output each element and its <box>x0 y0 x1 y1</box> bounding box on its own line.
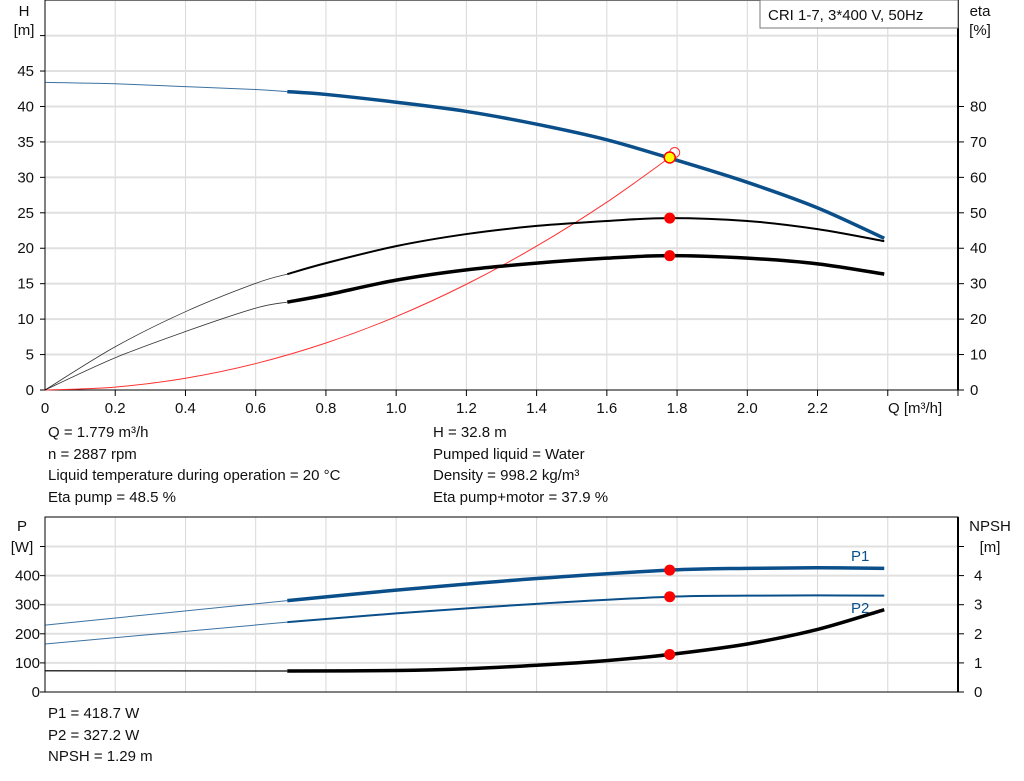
npsh-axis-unit: [m] <box>980 539 1001 556</box>
p1-point <box>664 564 676 576</box>
npsh-curve <box>287 607 885 673</box>
p2-curve <box>287 594 885 624</box>
x-tick-label: 0 <box>41 400 49 417</box>
y-left-tick-label: 30 <box>17 169 34 186</box>
y-left-unit: [m] <box>14 22 35 39</box>
p1-curve <box>287 565 885 603</box>
x-tick-label: 1.0 <box>386 400 407 417</box>
y-right-tick-label: 0 <box>970 382 978 399</box>
y-left-tick-label: 20 <box>17 240 34 257</box>
grid-top <box>44 0 959 396</box>
legend-box <box>759 0 959 29</box>
y-right-tick-label: 30 <box>970 276 987 293</box>
info-npsh: NPSH = 1.29 m <box>48 748 153 765</box>
p2-curve-extrapolated <box>44 621 288 645</box>
npsh-point <box>664 648 676 660</box>
y-left-tick-label: 15 <box>17 276 34 293</box>
p2-series-label: P2 <box>851 600 869 617</box>
npsh-tick-label: 2 <box>974 626 982 643</box>
plot-frame-top <box>44 0 959 391</box>
p2-point <box>664 591 676 603</box>
p1-series-label: P1 <box>851 548 869 565</box>
head-curve-extrapolated <box>44 81 288 93</box>
eta-pump-point <box>664 212 676 224</box>
y-right-tick-label: 80 <box>970 98 987 115</box>
p-tick-label: 300 <box>15 597 40 614</box>
info-speed: n = 2887 rpm <box>48 445 137 463</box>
tick-labels: 0 0.2 0.4 0.6 0.8 1.0 1.2 1.4 1.6 1.8 2.0 2.2051015… <box>15 35 987 701</box>
x-tick-label: 0.4 <box>175 400 196 417</box>
eta_pump_motor-curve <box>286 253 885 304</box>
x-tick-label: 1.8 <box>667 400 688 417</box>
eta_pump-curve-extrapolated <box>44 273 288 391</box>
npsh-tick-label: 3 <box>974 597 982 614</box>
info-flow: Q = 1.779 m³/h <box>48 424 149 441</box>
head-curve <box>287 89 885 240</box>
info-density: Density = 998.2 kg/m³ <box>433 467 580 484</box>
y-left-tick-label: 35 <box>17 134 34 151</box>
x-tick-label: 1.2 <box>456 400 477 417</box>
y-left-tick-label: 40 <box>17 98 34 115</box>
x-tick-label: 2.2 <box>807 400 828 417</box>
x-axis-label: Q [m³/h] <box>888 400 942 417</box>
duty-point-marker <box>663 151 676 164</box>
info-liquid: Pumped liquid = Water <box>433 445 585 463</box>
p-axis-label: P <box>17 518 27 535</box>
info-p1: P1 = 418.7 W <box>48 705 140 722</box>
info-eta-pump-motor: Eta pump+motor = 37.9 % <box>433 488 609 506</box>
p-tick-label: 0 <box>32 684 40 701</box>
info-temperature: Liquid temperature during operation = 20… <box>48 467 341 484</box>
info-head: H = 32.8 m <box>433 424 507 441</box>
y-left-tick-label: 25 <box>17 205 34 222</box>
p-tick-label: 400 <box>15 568 40 585</box>
info-bottom: P1 = 418.7 W P2 = 327.2 W NPSH = 1.29 m <box>48 703 153 768</box>
npsh-tick-label: 1 <box>974 655 982 672</box>
info-eta-pump: Eta pump = 48.5 % <box>48 488 176 506</box>
eta-pump-motor-point <box>664 250 676 262</box>
y-right-tick-label: 60 <box>970 169 987 186</box>
npsh-tick-label: 4 <box>974 568 982 585</box>
chart-title: CRI 1-7, 3*400 V, 50Hz <box>768 7 923 24</box>
p-tick-label: 100 <box>15 655 40 672</box>
curves <box>44 81 885 673</box>
x-tick-label: 2.0 <box>737 400 758 417</box>
p1-curve-extrapolated <box>44 600 288 626</box>
y-right-tick-label: 70 <box>970 134 987 151</box>
eta_pump-curve <box>287 217 885 276</box>
info-right: H = 32.8 m Pumped liquid = Water Density… <box>433 422 608 508</box>
y-right-unit: [%] <box>969 22 991 39</box>
p-tick-label: 200 <box>15 626 40 643</box>
eta_pump_motor-curve-extrapolated <box>44 301 288 391</box>
y-left-tick-label: 5 <box>26 347 34 364</box>
x-tick-label: 0.8 <box>315 400 336 417</box>
info-left: Q = 1.779 m³/h n = 2887 rpm Liquid tempe… <box>48 422 340 508</box>
info-p2: P2 = 327.2 W <box>48 726 140 744</box>
npsh-tick-label: 0 <box>974 684 982 701</box>
npsh-axis-label: NPSH <box>969 518 1011 535</box>
y-left-tick-label: 10 <box>17 311 34 328</box>
p-axis-unit: [W] <box>11 539 34 556</box>
y-right-tick-label: 10 <box>970 347 987 364</box>
x-tick-label: 0.2 <box>105 400 126 417</box>
y-left-tick-label: 45 <box>17 63 34 80</box>
x-tick-label: 1.6 <box>596 400 617 417</box>
x-tick-label: 1.4 <box>526 400 547 417</box>
x-tick-label: 0.6 <box>245 400 266 417</box>
y-right-tick-label: 50 <box>970 205 987 222</box>
y-right-tick-label: 40 <box>970 240 987 257</box>
y-left-label: H <box>19 3 30 20</box>
y-left-tick-label: 0 <box>26 382 34 399</box>
y-right-label: eta <box>970 3 992 20</box>
y-right-tick-label: 20 <box>970 311 987 328</box>
